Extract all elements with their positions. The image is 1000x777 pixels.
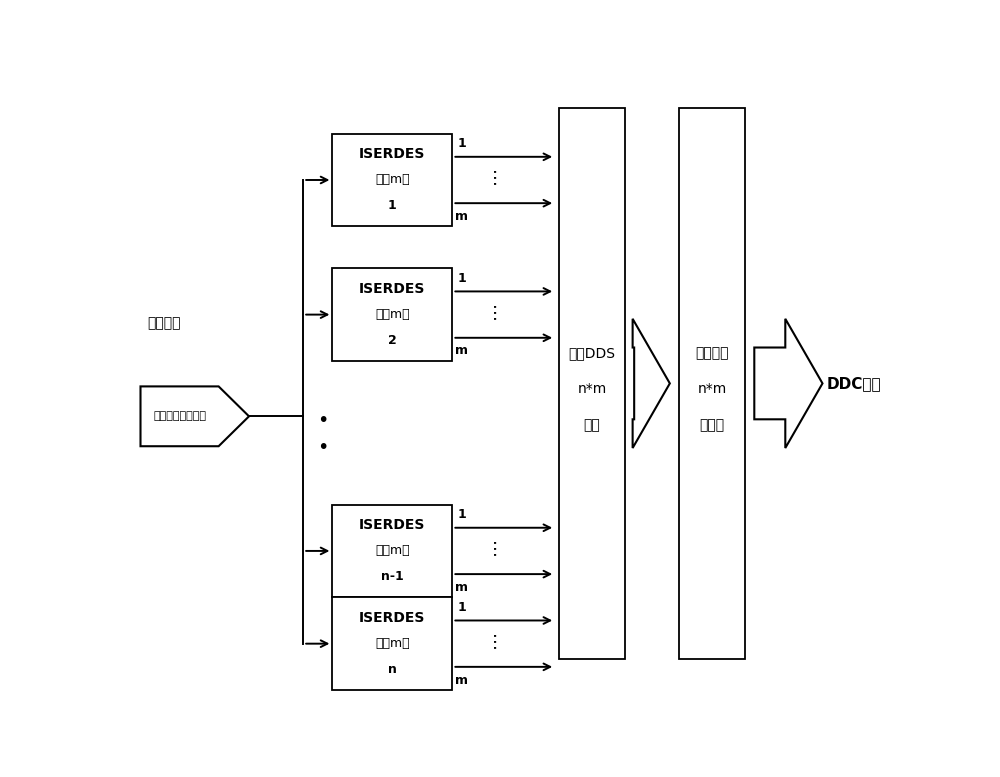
Polygon shape (754, 319, 822, 448)
Text: 2: 2 (388, 334, 397, 347)
Text: 1: 1 (388, 200, 397, 212)
Text: DDC输出: DDC输出 (826, 376, 881, 391)
Text: 路行: 路行 (584, 418, 600, 432)
Text: n*m: n*m (697, 382, 727, 396)
Text: ISERDES: ISERDES (359, 518, 426, 532)
Text: m: m (455, 674, 468, 687)
Text: ISERDES: ISERDES (359, 611, 426, 625)
Text: n*m: n*m (577, 382, 607, 396)
Text: 并行m路: 并行m路 (375, 173, 410, 186)
Text: •: • (317, 411, 328, 430)
Text: ISERDES: ISERDES (359, 281, 426, 295)
Text: 高速模数转换芯片: 高速模数转换芯片 (153, 411, 206, 421)
Text: 并行m路: 并行m路 (375, 545, 410, 557)
Text: 路并行: 路并行 (700, 418, 725, 432)
Text: 并行m路: 并行m路 (375, 308, 410, 321)
Text: m: m (455, 210, 468, 223)
Text: •: • (317, 438, 328, 457)
Text: ⋯: ⋯ (486, 166, 504, 184)
Text: ⋯: ⋯ (486, 537, 504, 555)
Bar (332, 598, 452, 690)
Bar (332, 504, 452, 598)
Text: 多相滤波: 多相滤波 (695, 347, 729, 361)
Text: n-1: n-1 (381, 570, 404, 584)
Text: ISERDES: ISERDES (359, 147, 426, 161)
Text: 1: 1 (457, 601, 466, 614)
Text: 1: 1 (457, 508, 466, 521)
Bar (332, 134, 452, 226)
Polygon shape (633, 319, 670, 448)
Text: ⋯: ⋯ (486, 630, 504, 648)
Bar (679, 108, 745, 659)
Text: 并行m路: 并行m路 (375, 637, 410, 650)
Text: 1: 1 (457, 138, 466, 150)
Text: 1: 1 (457, 272, 466, 284)
Bar (559, 108, 625, 659)
Text: 交织采样: 交织采样 (147, 316, 180, 330)
Text: ⋯: ⋯ (486, 301, 504, 319)
Text: m: m (455, 580, 468, 594)
Text: m: m (455, 344, 468, 357)
Bar (332, 268, 452, 361)
Polygon shape (140, 386, 249, 446)
Text: n: n (388, 663, 397, 676)
Text: 混频DDS: 混频DDS (568, 347, 615, 361)
